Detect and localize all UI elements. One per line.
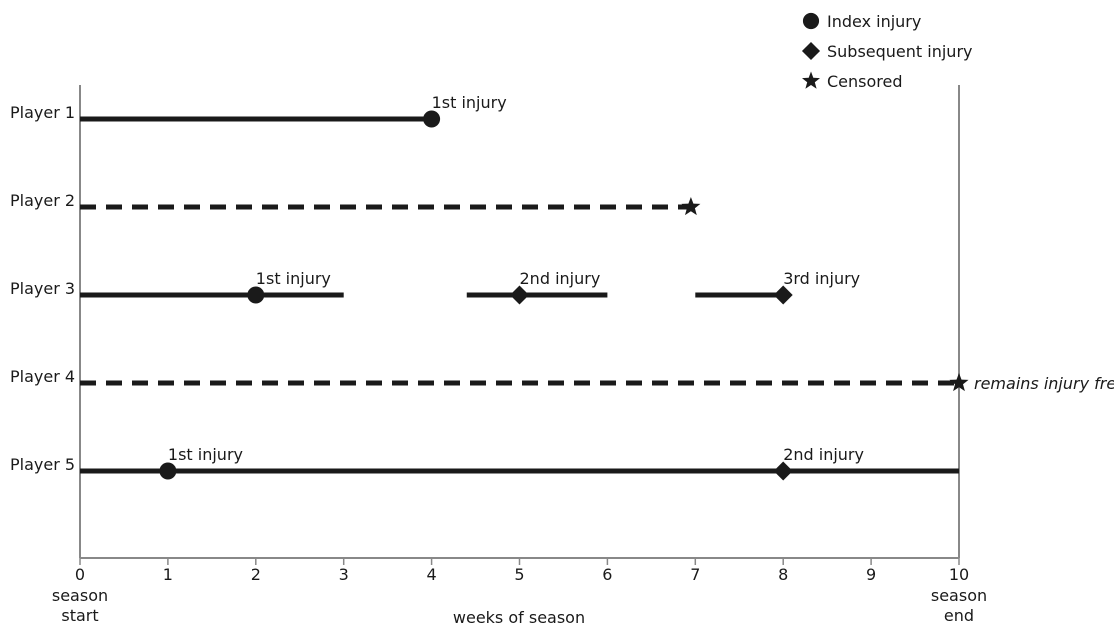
legend-label: Subsequent injury <box>827 42 973 61</box>
legend-label: Index injury <box>827 12 921 31</box>
x-tick-label: 10 <box>949 565 969 584</box>
player-label: Player 5 <box>10 455 75 474</box>
player-row-1: Player 1 1st injury <box>10 93 507 128</box>
event-label: 1st injury <box>432 93 507 112</box>
x-tick-label: 3 <box>339 565 349 584</box>
x-tick-label: 2 <box>251 565 261 584</box>
player-row-3: Player 3 1st injury 2nd injury 3rd injury <box>10 269 860 305</box>
player-rows: Player 1 1st injury Player 2 Player 3 1st in… <box>10 93 1114 481</box>
x-tick-sublabel: end <box>944 606 974 625</box>
event-label: 1st injury <box>168 445 243 464</box>
event-label: 2nd injury <box>783 445 864 464</box>
index-injury-marker <box>247 286 265 304</box>
index-injury-marker <box>423 110 441 128</box>
x-tick-label: 8 <box>778 565 788 584</box>
x-tick-sublabel: start <box>61 606 98 625</box>
event-label: 3rd injury <box>783 269 860 288</box>
legend-star-icon <box>802 71 820 89</box>
x-tick-label: 0 <box>75 565 85 584</box>
censored-marker <box>681 197 701 216</box>
player-label: Player 4 <box>10 367 75 386</box>
legend: Index injury Subsequent injury Censored <box>801 12 973 91</box>
subsequent-injury-marker <box>510 285 529 305</box>
x-tick-label: 1 <box>163 565 173 584</box>
legend-diamond-icon <box>801 41 821 61</box>
x-tick-label: 9 <box>866 565 876 584</box>
legend-item: Censored <box>802 71 903 91</box>
censored-marker <box>949 373 969 392</box>
subsequent-injury-marker <box>773 285 793 305</box>
x-tick-sublabel: season <box>52 586 108 605</box>
player-row-2: Player 2 <box>10 191 701 216</box>
legend-circle-icon <box>802 12 820 30</box>
event-label: 1st injury <box>256 269 331 288</box>
event-annotation: remains injury free <box>974 374 1114 393</box>
x-axis-label: weeks of season <box>453 608 585 625</box>
player-row-5: Player 5 1st injury 2nd injury <box>10 445 959 481</box>
x-tick-label: 4 <box>427 565 437 584</box>
event-label: 2nd injury <box>520 269 601 288</box>
legend-label: Censored <box>827 72 903 91</box>
player-label: Player 1 <box>10 103 75 122</box>
x-tick-label: 6 <box>602 565 612 584</box>
x-tick-sublabel: season <box>931 586 987 605</box>
player-label: Player 2 <box>10 191 75 210</box>
subsequent-injury-marker <box>773 461 793 481</box>
x-tick-label: 7 <box>690 565 700 584</box>
index-injury-marker <box>159 462 177 480</box>
legend-item: Subsequent injury <box>801 41 973 61</box>
x-tick-label: 5 <box>514 565 524 584</box>
legend-item: Index injury <box>802 12 921 31</box>
player-row-4: Player 4 remains injury free <box>10 367 1114 393</box>
player-label: Player 3 <box>10 279 75 298</box>
